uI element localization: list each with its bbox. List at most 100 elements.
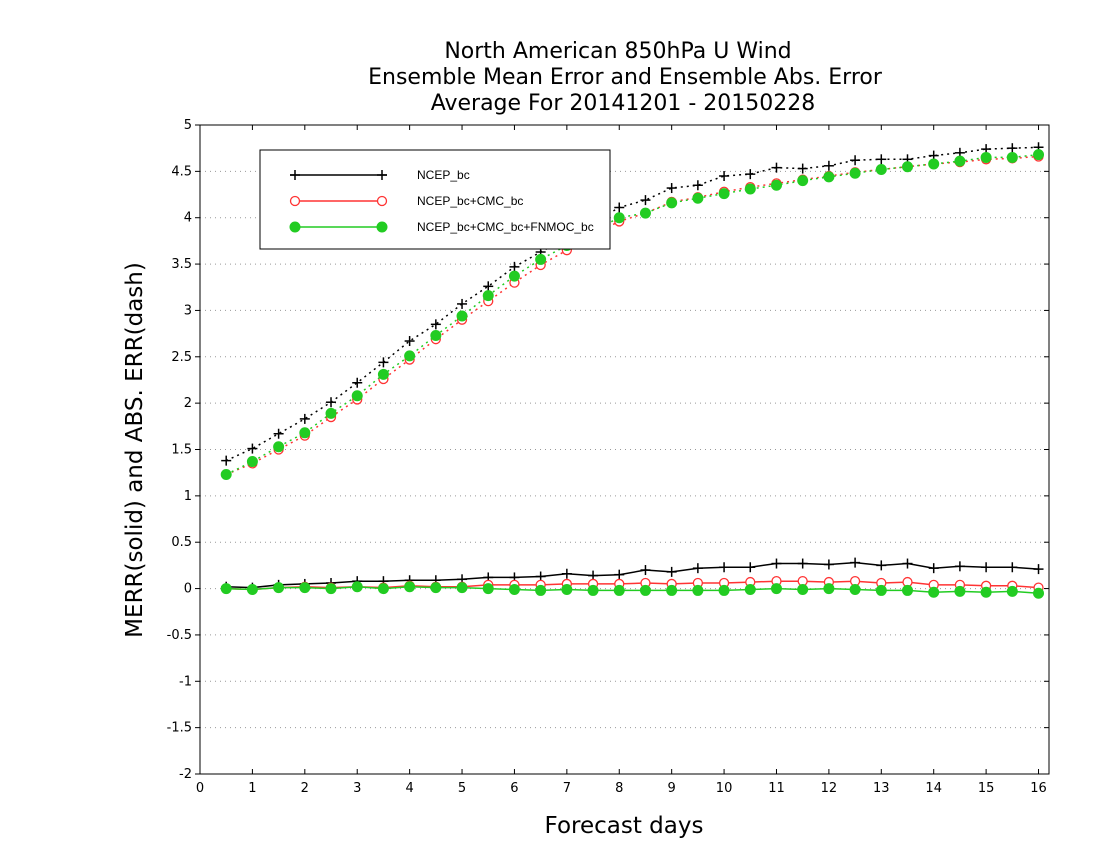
mean-err-point: [692, 563, 703, 574]
mean-err-point: [719, 562, 730, 573]
gridlines: [200, 170, 1049, 729]
abs-err-point: [247, 443, 258, 454]
abs-err-point: [797, 175, 809, 187]
y-tick-label: 0.5: [171, 535, 192, 550]
abs-err-point: [220, 469, 232, 481]
y-tick-label: 2.5: [171, 350, 192, 365]
mean-err-point: [718, 584, 730, 596]
x-tick-label: 16: [1030, 781, 1047, 796]
mean-err-point: [745, 562, 756, 573]
abs-err-point: [666, 197, 678, 209]
abs-err-point: [325, 407, 337, 419]
y-tick-label: 2: [184, 396, 192, 411]
legend-box: [259, 149, 611, 250]
legend-label-0: NCEP_bc: [417, 168, 470, 182]
legend: NCEP_bc NCEP_bc+CMC_bc NCEP_bc+CMC_bc+FNMO…: [259, 149, 611, 250]
abs-err-point: [351, 390, 363, 402]
abs-err-point: [273, 441, 285, 453]
abs-err-point: [404, 336, 415, 347]
abs-err-point: [928, 158, 940, 170]
abs-err-point: [823, 160, 834, 171]
abs-err-point: [876, 154, 887, 165]
abs-err-point: [378, 357, 389, 368]
mean-err-point: [561, 583, 573, 595]
abs-err-point: [719, 170, 730, 181]
mean-err-point: [220, 583, 232, 595]
abs-err-point: [404, 350, 416, 362]
y-tick-label: 5: [184, 118, 192, 133]
y-tick-label: -2: [179, 767, 192, 782]
abs-err-point: [613, 212, 625, 224]
x-tick-label: 6: [510, 781, 518, 796]
legend-label-2: NCEP_bc+CMC_bc+FNMOC_bc: [417, 220, 594, 234]
x-tick-label: 2: [301, 781, 309, 796]
abs-err-point: [535, 253, 547, 265]
mean-err-point: [430, 582, 442, 594]
abs-err-point: [745, 169, 756, 180]
abs-err-point: [980, 151, 992, 163]
y-tick-label: 0: [184, 582, 192, 597]
abs-err-point: [850, 155, 861, 166]
title-line-2: Ensemble Mean Error and Ensemble Abs. Er…: [368, 65, 883, 90]
abs-err-point: [509, 261, 520, 272]
x-tick-label: 3: [353, 781, 361, 796]
x-tick-label: 4: [405, 781, 413, 796]
x-tick-label: 5: [458, 781, 466, 796]
title-line-3: Average For 20141201 - 20150228: [431, 91, 816, 116]
mean-err-point: [1033, 587, 1045, 599]
y-tick-label: 1.5: [171, 443, 192, 458]
mean-err-point: [797, 583, 809, 595]
abs-err-point: [430, 329, 442, 341]
abs-err-point: [639, 207, 651, 219]
legend-marker: [376, 221, 388, 233]
mean-err-point: [771, 558, 782, 569]
abs-err-point: [456, 310, 468, 322]
mean-err-point: [404, 581, 416, 593]
y-tick-label: -0.5: [167, 628, 192, 643]
mean-err-point: [273, 582, 285, 594]
y-tick-label: 4.5: [171, 164, 192, 179]
abs-err-point: [902, 161, 913, 173]
mean-err-point: [875, 584, 887, 596]
abs-err-point: [718, 188, 730, 200]
mean-err-point: [613, 584, 625, 596]
legend-marker: [289, 221, 301, 233]
y-tick-label: -1.5: [167, 721, 192, 736]
abs-err-point: [326, 397, 337, 408]
x-tick-label: 8: [615, 781, 623, 796]
mean-err-point: [351, 581, 363, 593]
abs-err-point: [692, 192, 704, 204]
mean-err-point: [797, 558, 808, 569]
abs-err-point: [352, 377, 363, 388]
mean-err-point: [954, 585, 966, 597]
abs-err-point: [849, 167, 861, 179]
abs-err-point: [1006, 151, 1018, 163]
mean-err-line-2: [226, 585, 1039, 594]
abs-err-point: [377, 368, 389, 380]
abs-err-point: [482, 290, 494, 302]
y-axis-label: MERR(solid) and ABS. ERR(dash): [122, 262, 148, 638]
mean-err-point: [902, 584, 913, 596]
mean-err-point: [823, 583, 835, 595]
legend-marker: [289, 195, 301, 207]
y-tick-label: 3: [184, 303, 192, 318]
abs-err-point: [640, 195, 651, 206]
y-tick-label: 3.5: [171, 257, 192, 272]
axes: -2-1.5-1-0.500.511.522.533.544.550 1 2 3 4 5 6…: [167, 118, 1049, 796]
abs-err-point: [1007, 143, 1018, 154]
x-tick-label: 7: [563, 781, 571, 796]
mean-err-point: [1033, 564, 1044, 575]
x-axis-label: Forecast days: [545, 813, 704, 839]
abs-err-point: [457, 298, 468, 309]
mean-err-point: [954, 561, 965, 572]
mean-err-point: [299, 582, 311, 594]
abs-err-point: [954, 155, 966, 167]
abs-err-point: [508, 270, 520, 282]
mean-err-point: [666, 566, 677, 577]
chart-title: North American 850hPa U Wind Ensemble Me…: [368, 39, 883, 116]
mean-err-point: [508, 583, 520, 595]
legend-marker: [290, 170, 300, 180]
abs-err-point: [1033, 149, 1045, 161]
x-tick-label: 11: [768, 781, 785, 796]
